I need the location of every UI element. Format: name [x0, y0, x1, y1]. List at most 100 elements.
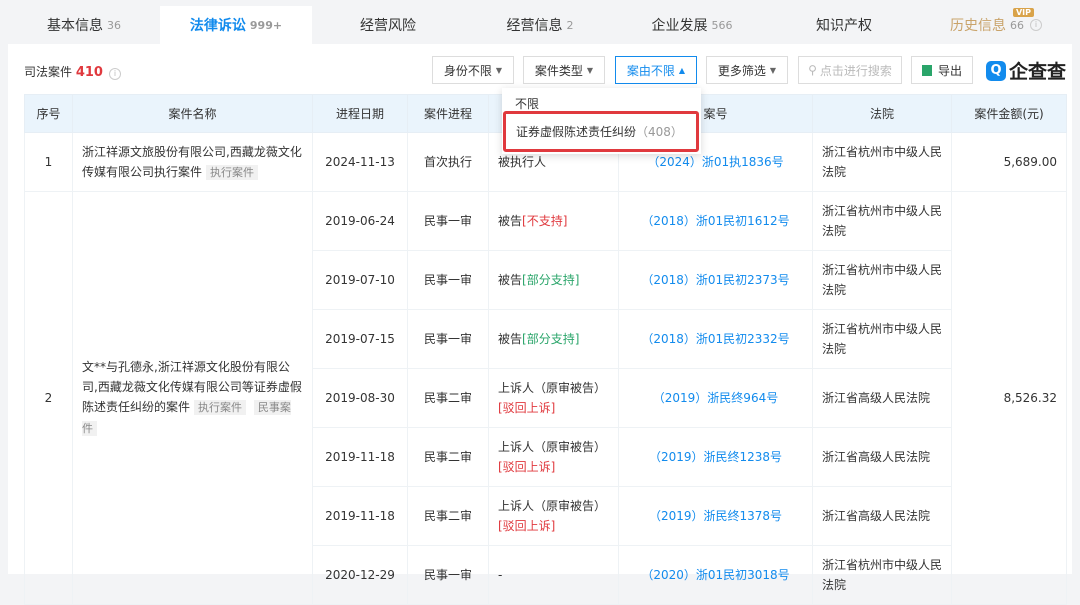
- tab-0[interactable]: 基本信息 36: [8, 6, 160, 44]
- case-type-filter[interactable]: 案件类型 ▼: [523, 56, 605, 84]
- column-header: 案件金额(元): [951, 94, 1067, 133]
- column-header: 案件进程: [407, 94, 489, 133]
- case-number-link[interactable]: （2018）浙01民初2373号: [641, 273, 790, 287]
- case-number-link[interactable]: （2019）浙民终1238号: [648, 450, 783, 464]
- tab-count: 999+: [249, 18, 283, 32]
- case-number-cell[interactable]: （2019）浙民终1238号: [618, 427, 813, 487]
- case-number-cell[interactable]: （2019）浙民终964号: [618, 368, 813, 428]
- case-number-cell[interactable]: （2018）浙01民初2373号: [618, 250, 813, 310]
- case-number-link[interactable]: （2018）浙01民初1612号: [641, 214, 790, 228]
- tab-2[interactable]: 经营风险: [312, 6, 464, 44]
- case-number-link[interactable]: （2019）浙民终964号: [652, 391, 779, 405]
- search-input[interactable]: ⚲ 点击进行搜索: [798, 56, 902, 84]
- identity-filter[interactable]: 身份不限 ▼: [432, 56, 514, 84]
- party-role-cell: 上诉人（原审被告） [驳回上诉]: [488, 427, 619, 487]
- judgment-result: [驳回上诉]: [498, 460, 556, 474]
- process-date: 2024-11-13: [312, 132, 408, 192]
- column-header: 案件名称: [72, 94, 313, 133]
- case-name[interactable]: 文**与孔德永,浙江祥源文化股份有限公司,西藏龙薇文化传媒有限公司等证券虚假陈述…: [82, 360, 302, 414]
- column-header: 进程日期: [312, 94, 408, 133]
- party-role: -: [498, 568, 503, 582]
- vip-badge: VIP: [1012, 8, 1034, 17]
- court: 浙江省杭州市中级人民法院: [812, 191, 952, 251]
- court: 浙江省高级人民法院: [812, 368, 952, 428]
- tab-count: 566: [711, 18, 733, 32]
- caret-down-icon: ▼: [495, 65, 503, 75]
- process-date: 2020-12-29: [312, 545, 408, 605]
- case-name[interactable]: 浙江祥源文旅股份有限公司,西藏龙薇文化传媒有限公司执行案件: [82, 144, 302, 179]
- process-date: 2019-11-18: [312, 427, 408, 487]
- process-date: 2019-06-24: [312, 191, 408, 251]
- process-date: 2019-08-30: [312, 368, 408, 428]
- case-number-cell[interactable]: （2020）浙01民初3018号: [618, 545, 813, 605]
- court: 浙江省杭州市中级人民法院: [812, 132, 952, 192]
- judgment-result: [不支持]: [522, 214, 568, 228]
- tab-count: 66: [1010, 18, 1024, 32]
- case-number-link[interactable]: （2018）浙01民初2332号: [641, 332, 790, 346]
- caret-down-icon: ▼: [769, 65, 777, 75]
- info-icon[interactable]: i: [108, 68, 121, 80]
- process-stage: 首次执行: [407, 132, 489, 192]
- column-header: 法院: [812, 94, 952, 133]
- party-role-cell: 被告[部分支持]: [488, 309, 619, 369]
- tab-6[interactable]: 历史信息 66 VIP i: [920, 6, 1072, 44]
- qichacha-logo: Q 企查查: [986, 57, 1066, 84]
- party-role: 上诉人（原审被告）: [498, 499, 607, 513]
- export-button[interactable]: 导出: [911, 56, 973, 84]
- process-stage: 民事二审: [407, 368, 489, 428]
- party-role: 上诉人（原审被告）: [498, 440, 607, 454]
- tab-4[interactable]: 企业发展 566: [616, 6, 768, 44]
- case-tag: 执行案件: [194, 400, 247, 415]
- caret-down-icon: ▼: [586, 65, 594, 75]
- case-type-filter-label: 案件类型: [534, 63, 583, 78]
- more-filters-label: 更多筛选: [717, 63, 766, 78]
- party-role: 被执行人: [498, 155, 547, 169]
- case-number-cell[interactable]: （2019）浙民终1378号: [618, 486, 813, 546]
- tab-label: 企业发展: [651, 18, 708, 34]
- tab-label: 基本信息: [47, 18, 103, 34]
- case-name-cell[interactable]: 文**与孔德永,浙江祥源文化股份有限公司,西藏龙薇文化传媒有限公司等证券虚假陈述…: [72, 191, 313, 605]
- export-label: 导出: [937, 63, 962, 78]
- case-name-cell[interactable]: 浙江祥源文旅股份有限公司,西藏龙薇文化传媒有限公司执行案件 执行案件: [72, 132, 313, 192]
- cause-dropdown-menu: 不限 证券虚假陈述责任纠纷（408）: [502, 88, 701, 154]
- cause-filter-label: 案由不限: [626, 63, 675, 78]
- identity-filter-label: 身份不限: [443, 63, 492, 78]
- case-count: 410: [75, 65, 103, 80]
- tab-count: 2: [566, 18, 574, 32]
- tab-3[interactable]: 经营信息 2: [464, 6, 616, 44]
- column-header: 序号: [24, 94, 73, 133]
- court: 浙江省杭州市中级人民法院: [812, 309, 952, 369]
- judgment-result: [部分支持]: [522, 273, 580, 287]
- process-stage: 民事一审: [407, 191, 489, 251]
- process-date: 2019-11-18: [312, 486, 408, 546]
- info-icon[interactable]: i: [1030, 19, 1042, 31]
- section-title: 司法案件 410 i: [24, 63, 121, 80]
- case-number-link[interactable]: （2019）浙民终1378号: [648, 509, 783, 523]
- case-tag: 执行案件: [206, 164, 259, 180]
- party-role-cell: 被告[部分支持]: [488, 250, 619, 310]
- caret-up-icon: ▲: [678, 65, 686, 75]
- dropdown-option-all[interactable]: 不限: [515, 97, 540, 111]
- process-stage: 民事一审: [407, 309, 489, 369]
- case-number-cell[interactable]: （2018）浙01民初1612号: [618, 191, 813, 251]
- tab-label: 法律诉讼: [189, 18, 246, 34]
- section-title-label: 司法案件: [24, 65, 73, 79]
- tab-5[interactable]: 知识产权: [768, 6, 920, 44]
- search-placeholder: 点击进行搜索: [819, 63, 892, 78]
- case-amount: 5,689.00: [951, 132, 1067, 192]
- case-number-link[interactable]: （2020）浙01民初3018号: [641, 568, 790, 582]
- party-role: 被告: [498, 273, 523, 287]
- case-number-cell[interactable]: （2018）浙01民初2332号: [618, 309, 813, 369]
- case-number-link[interactable]: （2024）浙01执1836号: [647, 155, 784, 169]
- tab-1[interactable]: 法律诉讼 999+: [160, 6, 312, 44]
- excel-icon: [921, 64, 932, 76]
- cause-filter[interactable]: 案由不限 ▲: [615, 56, 697, 84]
- process-stage: 民事二审: [407, 427, 489, 487]
- process-stage: 民事二审: [407, 486, 489, 546]
- logo-text: 企查查: [1009, 61, 1067, 83]
- tab-label: 知识产权: [816, 18, 872, 34]
- case-index: 2: [24, 191, 73, 605]
- dropdown-option-securities[interactable]: 证券虚假陈述责任纠纷（408）: [503, 111, 699, 152]
- more-filters[interactable]: 更多筛选 ▼: [706, 56, 788, 84]
- party-role-cell: 上诉人（原审被告） [驳回上诉]: [488, 486, 619, 546]
